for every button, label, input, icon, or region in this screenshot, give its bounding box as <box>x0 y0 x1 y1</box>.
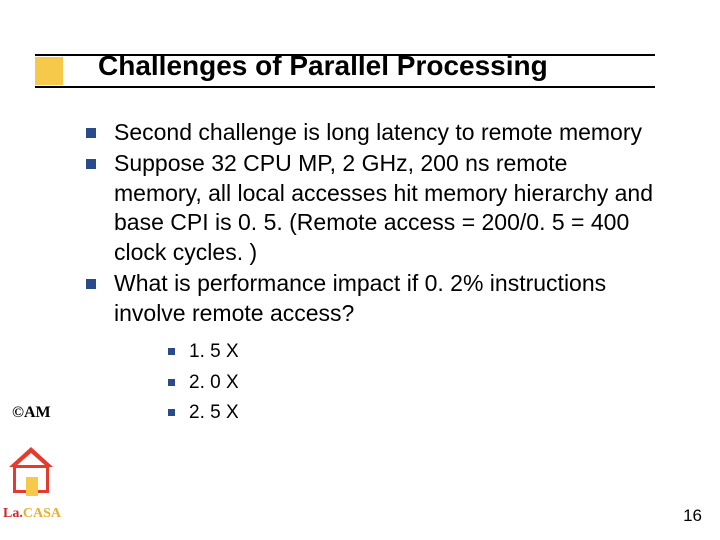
slide: Challenges of Parallel Processing Second… <box>0 0 720 540</box>
lacasa-red: La. <box>3 506 23 521</box>
list-item: 2. 5 X <box>168 401 239 426</box>
sub-bullet-text: 1. 5 X <box>189 340 239 365</box>
slide-title: Challenges of Parallel Processing <box>98 50 548 82</box>
page-number: 16 <box>683 506 702 526</box>
list-item: 1. 5 X <box>168 340 239 365</box>
bullet-text: Second challenge is long latency to remo… <box>114 118 642 147</box>
bullet-icon <box>168 409 175 416</box>
bullet-icon <box>86 159 96 169</box>
sub-bullet-text: 2. 5 X <box>189 401 239 426</box>
copyright-mark: ©AM <box>12 404 51 422</box>
bullet-icon <box>86 128 96 138</box>
title-accent-square <box>35 57 63 85</box>
bullet-icon <box>168 348 175 355</box>
lacasa-logo-icon <box>10 445 54 499</box>
bullet-icon <box>86 279 96 289</box>
lacasa-label: La.CASA <box>3 506 61 522</box>
logo-door-icon <box>26 477 38 496</box>
sub-bullet-text: 2. 0 X <box>189 371 239 396</box>
bullet-list: Second challenge is long latency to remo… <box>86 118 656 330</box>
title-rule-bottom <box>35 86 655 88</box>
bullet-text: Suppose 32 CPU MP, 2 GHz, 200 ns remote … <box>114 149 656 267</box>
sub-bullet-list: 1. 5 X 2. 0 X 2. 5 X <box>168 340 239 432</box>
bullet-text: What is performance impact if 0. 2% inst… <box>114 269 656 328</box>
bullet-icon <box>168 379 175 386</box>
list-item: Second challenge is long latency to remo… <box>86 118 656 147</box>
list-item: 2. 0 X <box>168 371 239 396</box>
list-item: Suppose 32 CPU MP, 2 GHz, 200 ns remote … <box>86 149 656 267</box>
list-item: What is performance impact if 0. 2% inst… <box>86 269 656 328</box>
lacasa-yellow: CASA <box>23 506 61 521</box>
